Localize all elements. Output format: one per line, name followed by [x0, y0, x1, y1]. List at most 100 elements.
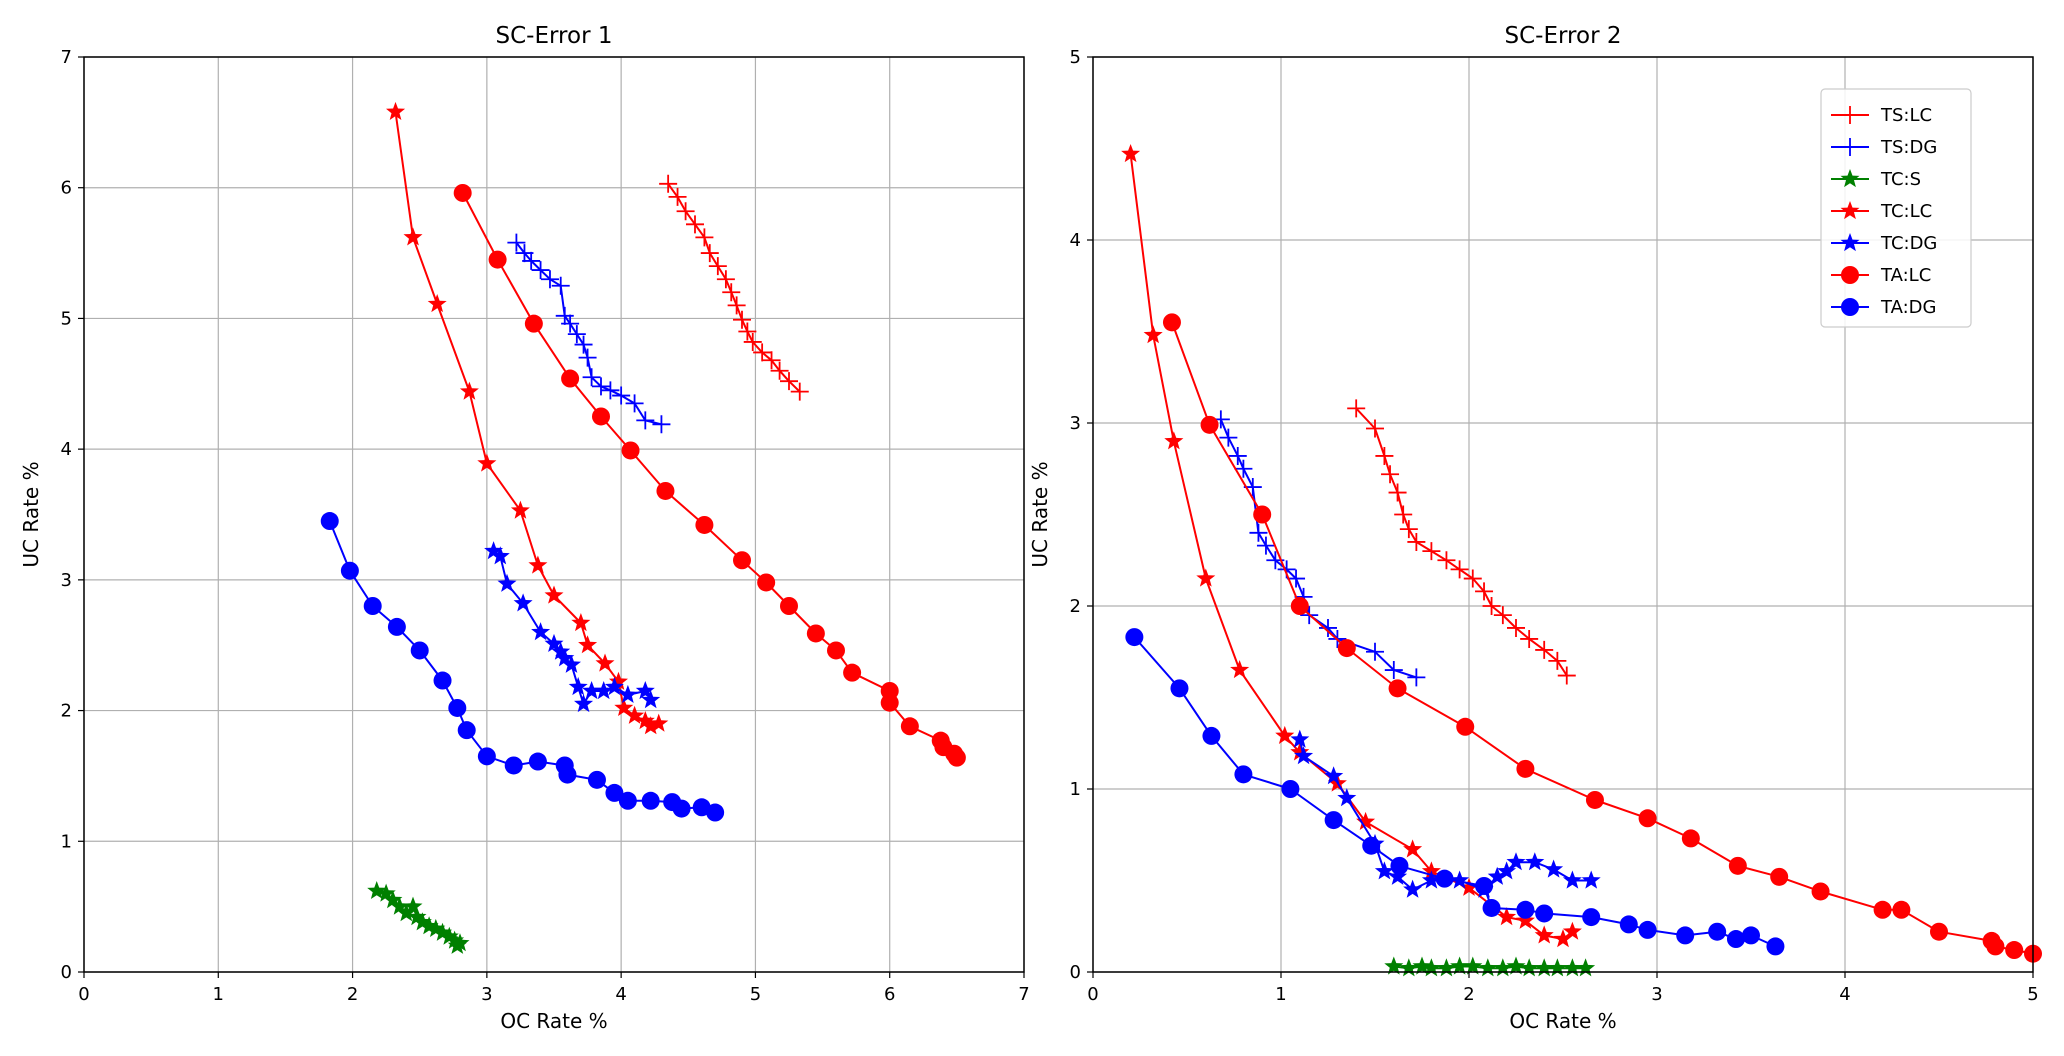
data-point-ta-dg	[1742, 926, 1760, 945]
chart-2-legend: TS:LC TS:DG TC:S TC:LC TC:DG TA:LC TA:DG	[1820, 88, 1972, 328]
data-point-tc-lc	[1421, 861, 1441, 880]
data-point-tc-lc	[528, 555, 548, 574]
legend-item-tc-lc: TC:LC	[1831, 201, 1932, 222]
data-point-tc-dg	[1497, 861, 1517, 880]
data-point-tc-dg	[568, 677, 588, 696]
data-point-tc-dg	[551, 641, 571, 660]
data-point-tc-s	[403, 896, 423, 915]
data-point-tc-lc	[1164, 431, 1184, 450]
chart-1-ticks: 0 1 2 3 4 5 6 7 0 1 2 3 4 5 6 7	[61, 47, 1030, 1005]
data-point-ts-lc	[753, 343, 772, 362]
data-point-ta-dg	[387, 617, 406, 636]
legend-marker-tc-s	[1840, 169, 1860, 188]
legend-marker-ta-dg	[1841, 298, 1859, 316]
data-point-tc-dg	[1290, 729, 1310, 748]
data-point-ts-lc	[700, 244, 719, 263]
data-point-tc-s	[1506, 956, 1526, 975]
data-point-tc-dg	[1324, 766, 1344, 785]
data-point-ta-lc	[1388, 679, 1407, 698]
data-point-ts-lc	[1507, 618, 1525, 637]
data-point-tc-dg	[1388, 866, 1408, 885]
data-point-ts-dg	[1256, 536, 1275, 555]
data-point-tc-lc	[571, 613, 591, 632]
data-point-tc-s	[412, 912, 432, 931]
data-point-tc-dg	[555, 648, 575, 667]
data-point-ts-lc	[1475, 582, 1494, 601]
data-point-ta-lc	[1892, 900, 1911, 919]
data-point-tc-s	[1547, 958, 1567, 977]
data-point-tc-lc	[1356, 811, 1376, 830]
data-point-ta-dg	[1435, 869, 1454, 888]
data-point-ta-dg	[1390, 856, 1409, 875]
data-point-tc-lc	[1275, 725, 1295, 744]
y-tick-label: 4	[1070, 230, 1081, 251]
y-tick-label: 0	[61, 962, 72, 983]
data-point-tc-lc	[1497, 907, 1517, 926]
data-point-tc-lc	[1562, 921, 1582, 940]
data-point-ta-dg	[433, 671, 452, 690]
y-tick-label: 1	[1070, 779, 1081, 800]
data-point-tc-dg	[1403, 879, 1423, 898]
data-point-ta-dg	[528, 752, 547, 771]
data-point-tc-dg	[484, 541, 504, 560]
data-point-tc-s	[367, 881, 387, 899]
data-point-ts-lc	[1366, 419, 1384, 438]
data-point-ta-dg	[1535, 904, 1554, 923]
data-point-tc-dg	[1506, 852, 1526, 871]
data-point-ts-dg	[1384, 661, 1403, 680]
data-point-ta-lc	[488, 250, 507, 269]
data-point-ta-dg	[1766, 937, 1785, 956]
data-point-ta-lc	[1253, 505, 1272, 524]
y-tick-label: 1	[61, 831, 72, 852]
x-tick-label: 3	[481, 984, 492, 1005]
legend-box	[1820, 88, 1972, 328]
data-point-ts-dg	[636, 411, 655, 430]
y-tick-label: 2	[1070, 596, 1081, 617]
data-point-tc-lc	[608, 671, 628, 690]
x-tick-label: 4	[1839, 984, 1850, 1005]
data-point-ta-dg	[618, 791, 637, 810]
y-tick-label: 3	[1070, 413, 1081, 434]
data-point-ta-lc	[656, 481, 675, 500]
data-point-ts-dg	[1228, 446, 1247, 465]
series-line-ts-dg	[515, 241, 662, 426]
data-point-ta-lc	[1728, 856, 1747, 875]
legend-marker-ts-lc	[1841, 106, 1859, 124]
series-ts-lc	[1347, 399, 1576, 685]
data-point-ts-dg	[1234, 459, 1253, 478]
data-point-ts-lc	[716, 270, 735, 289]
data-point-ts-dg	[1249, 523, 1268, 542]
series-tc-dg	[484, 541, 661, 713]
data-point-ta-dg	[1234, 765, 1253, 784]
chart-1-axes-frame	[83, 56, 1025, 973]
data-point-tc-s	[450, 933, 470, 952]
data-point-ts-dg	[551, 276, 570, 295]
legend-item-ta-dg: TA:DG	[1831, 297, 1936, 318]
data-point-ta-dg	[1619, 915, 1638, 934]
data-point-ta-lc	[1930, 922, 1948, 941]
data-point-ts-dg	[625, 394, 644, 413]
data-point-ta-lc	[1162, 313, 1181, 332]
y-tick-label: 4	[61, 439, 72, 460]
data-point-ta-dg	[340, 561, 359, 580]
data-point-tc-dg	[513, 593, 533, 612]
legend-item-ts-dg: TS:DG	[1831, 137, 1937, 158]
data-point-tc-dg	[574, 694, 594, 713]
chart-2-title: SC-Error 2	[1505, 23, 1622, 49]
data-point-tc-dg	[561, 654, 581, 673]
data-point-ta-dg	[1482, 898, 1501, 917]
x-tick-label: 5	[2027, 984, 2038, 1005]
data-point-ts-lc	[1388, 483, 1407, 502]
data-point-ta-dg	[1516, 900, 1535, 919]
data-point-ts-dg	[522, 251, 541, 270]
chart-2-axes-frame	[1092, 56, 2034, 973]
data-point-tc-s	[1450, 956, 1470, 975]
data-point-ta-dg	[1475, 876, 1494, 895]
data-point-tc-lc	[625, 705, 645, 724]
data-point-ts-dg	[612, 386, 631, 405]
chart-1-x-axis-label: OC Rate %	[500, 1009, 607, 1033]
data-point-ts-lc	[738, 322, 757, 341]
x-tick-label: 7	[1018, 984, 1029, 1005]
data-point-tc-lc	[427, 294, 447, 313]
